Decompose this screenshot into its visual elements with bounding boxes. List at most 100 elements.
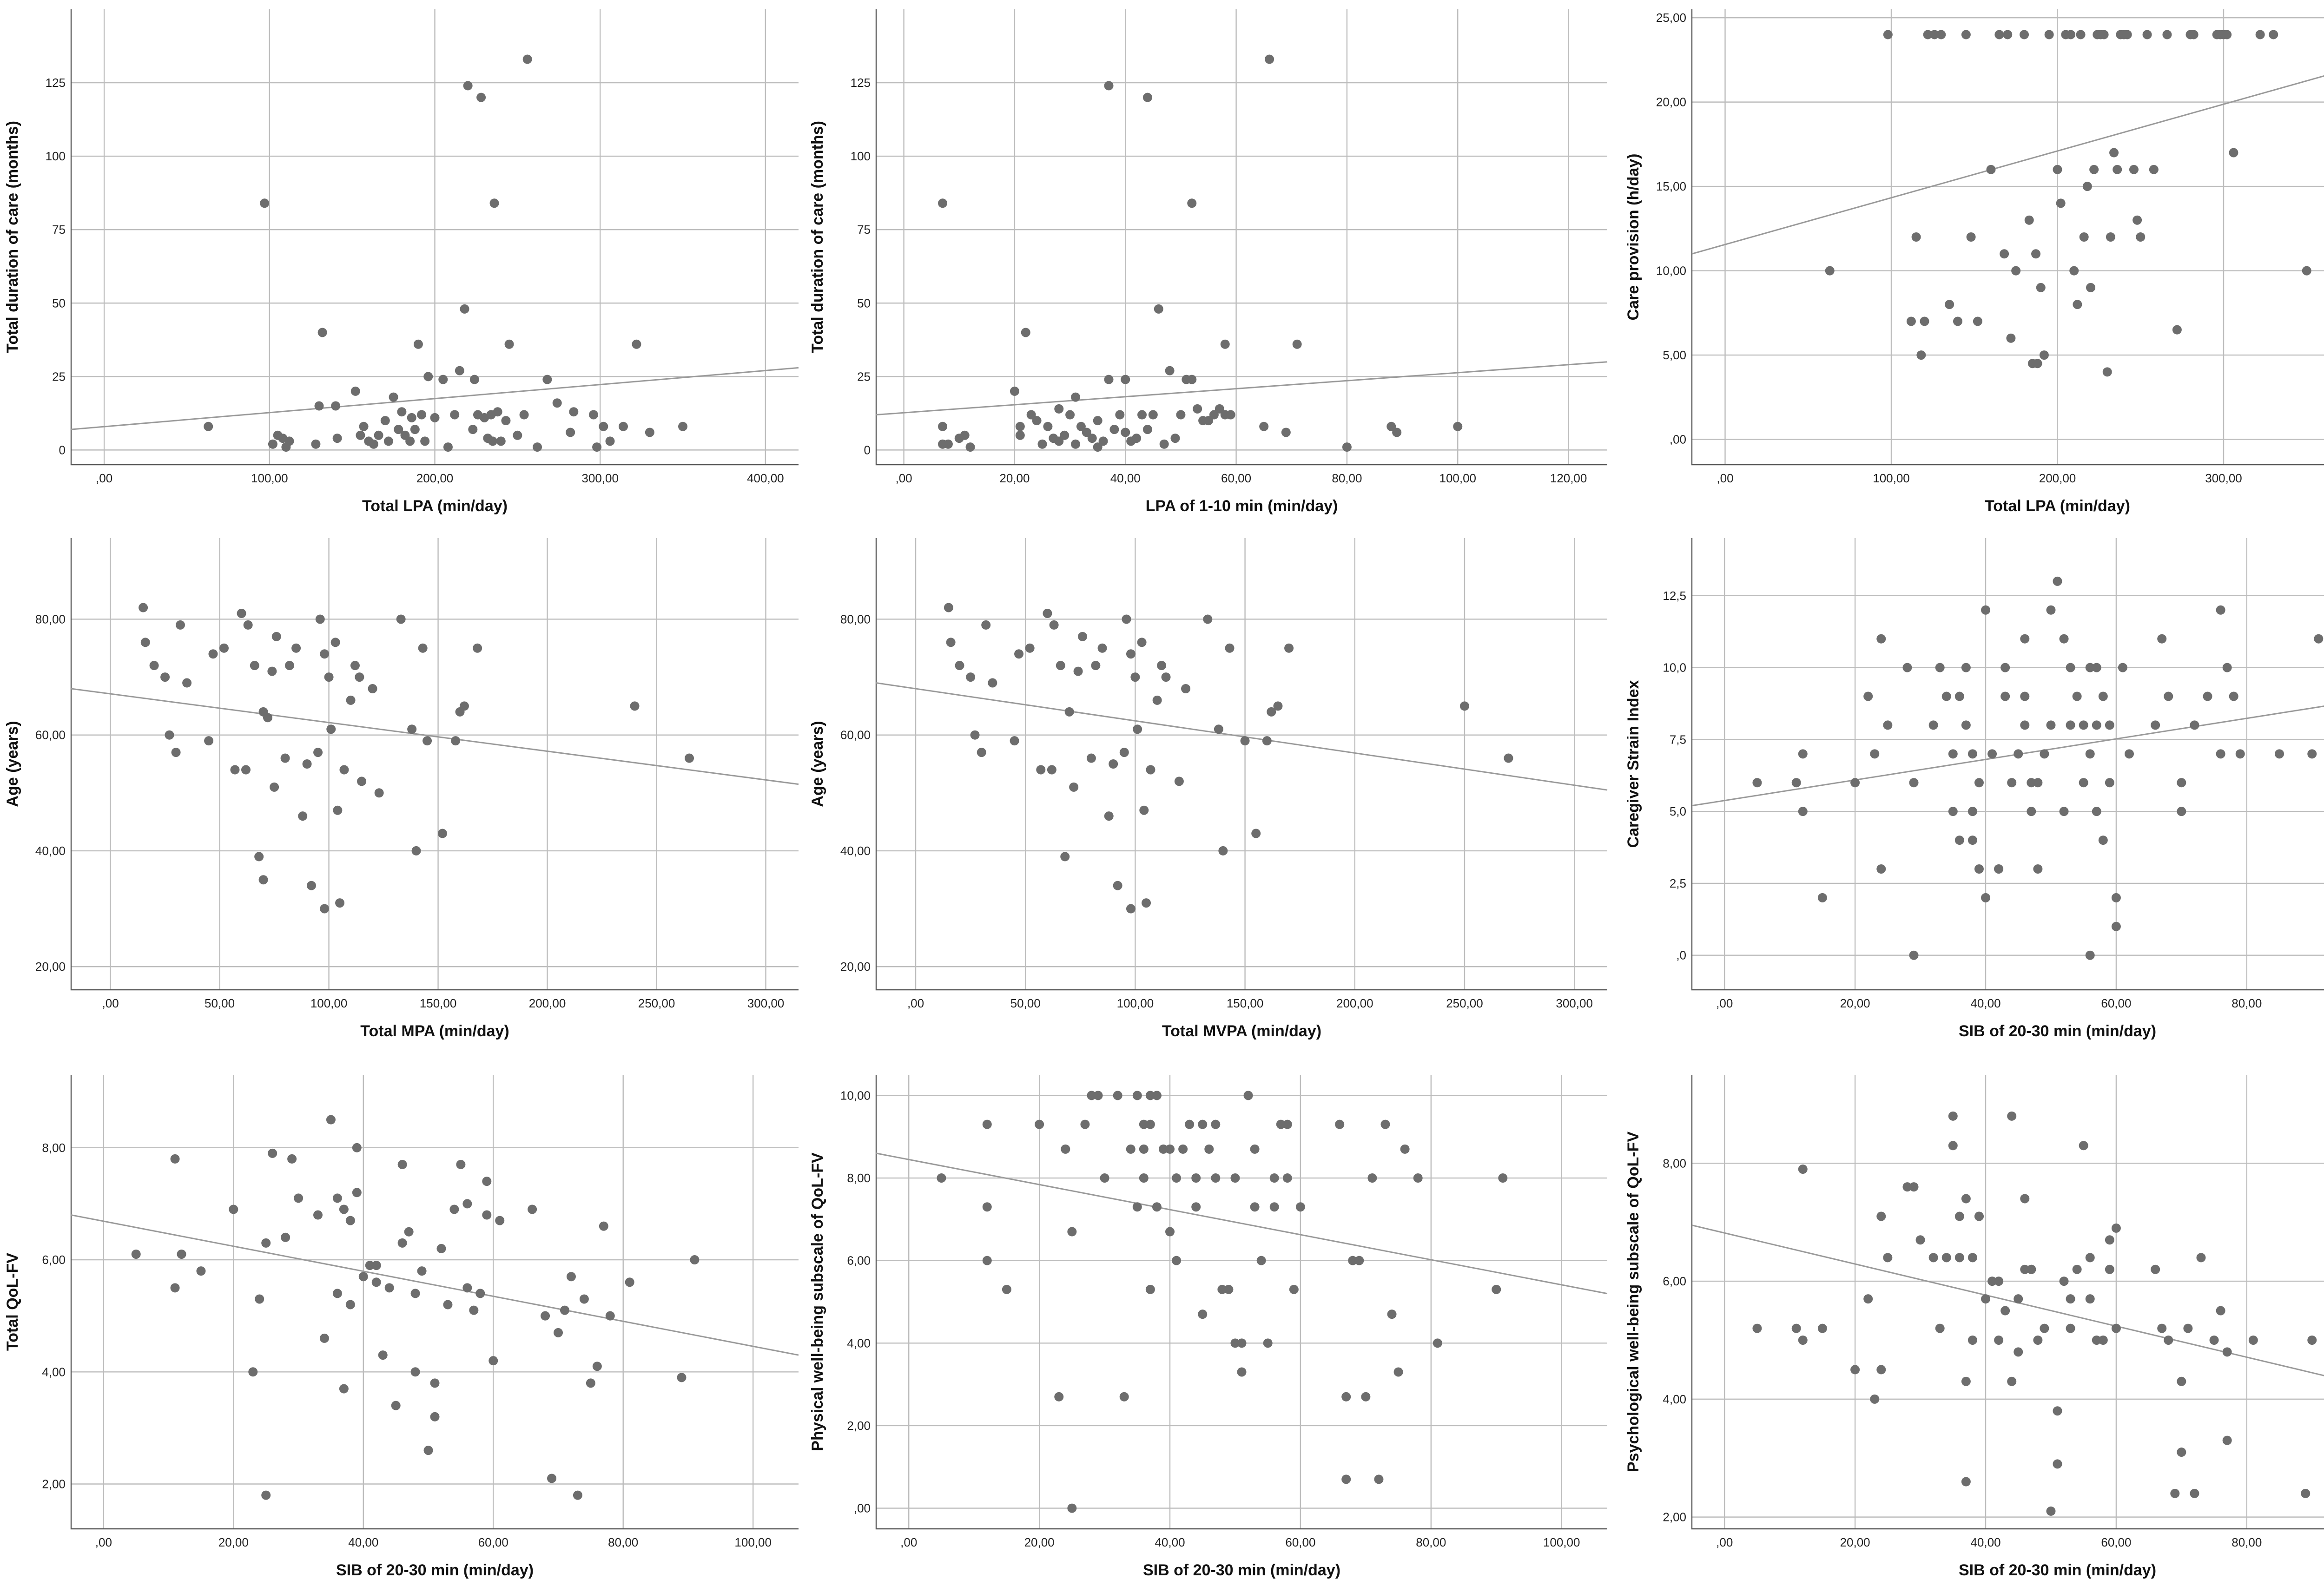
data-point — [1071, 439, 1080, 449]
data-point — [1870, 1394, 1880, 1404]
data-point — [2129, 165, 2139, 174]
x-tick-label: 300,00 — [747, 996, 785, 1010]
data-point — [943, 439, 953, 449]
fit-line — [1691, 75, 2324, 255]
data-point — [1100, 1173, 1109, 1183]
data-point — [2307, 1335, 2317, 1345]
y-tick-label: 50 — [857, 296, 871, 310]
data-point — [1973, 316, 1982, 326]
x-tick-label: 100,00 — [310, 996, 348, 1010]
data-point — [1361, 1392, 1371, 1402]
data-point — [1139, 1144, 1149, 1154]
scatter-panel-7: 2,00 4,00 6,00 8,00 ,00 20,00 40,00 60,00 80,00 1… — [4, 1075, 799, 1579]
data-point — [1021, 328, 1030, 337]
data-point — [2301, 1488, 2311, 1498]
data-point — [1137, 410, 1147, 420]
data-point — [1961, 30, 1971, 39]
data-point — [1791, 778, 1801, 788]
data-point — [1152, 1091, 1162, 1100]
y-tick-label: 60,00 — [35, 728, 66, 742]
data-point — [1967, 1253, 1977, 1263]
data-point — [407, 413, 416, 422]
x-axis-title: Total MVPA (min/day) — [1162, 1022, 1321, 1040]
data-point — [1863, 1294, 1873, 1304]
data-point — [1954, 1253, 1964, 1263]
data-point — [2098, 691, 2108, 701]
data-point — [1178, 1144, 1188, 1154]
x-tick-label: ,00 — [907, 996, 924, 1010]
data-point — [378, 1350, 388, 1360]
data-point — [2190, 1488, 2199, 1498]
data-point — [560, 1305, 569, 1315]
data-point — [261, 1490, 271, 1500]
data-point — [411, 846, 421, 856]
data-point — [1250, 1144, 1260, 1154]
data-point — [346, 695, 356, 705]
data-point — [1817, 1323, 1827, 1333]
data-point — [438, 375, 448, 384]
data-point — [982, 1119, 992, 1129]
data-point — [1211, 1173, 1221, 1183]
data-point — [2003, 30, 2013, 39]
data-point — [391, 1401, 401, 1410]
x-tick-label: 60,00 — [1221, 471, 1251, 485]
y-tick-label: 60,00 — [840, 728, 871, 742]
data-point — [1132, 1202, 1142, 1212]
data-point — [263, 713, 272, 723]
data-point — [2092, 720, 2101, 730]
data-point — [1145, 1119, 1155, 1129]
y-tick-label: 125 — [46, 76, 66, 90]
data-point — [404, 1227, 414, 1237]
data-point — [2113, 165, 2122, 174]
y-axis-title: Total QoL-FV — [4, 1253, 21, 1351]
x-tick-label: 20,00 — [1024, 1535, 1055, 1549]
data-point — [1119, 1392, 1129, 1402]
data-point — [2106, 232, 2115, 242]
data-point — [2066, 1323, 2075, 1333]
data-point — [418, 643, 428, 653]
y-tick-label: 2,00 — [1663, 1510, 1686, 1524]
y-tick-label: 2,00 — [847, 1419, 871, 1433]
data-point — [2109, 148, 2119, 158]
data-point — [1139, 1119, 1149, 1129]
data-point — [1152, 1202, 1162, 1212]
data-point — [1237, 1367, 1247, 1377]
data-point — [1113, 881, 1122, 890]
data-point — [1224, 1284, 1234, 1294]
y-tick-label: 25 — [52, 369, 66, 383]
y-tick-label: 100 — [851, 149, 871, 163]
y-tick-label: 8,00 — [1663, 1156, 1686, 1170]
data-point — [1015, 421, 1025, 431]
x-axis-title: Total LPA (min/day) — [362, 497, 508, 515]
x-tick-label: ,00 — [1716, 996, 1733, 1010]
x-axis-title: SIB of 20-30 min (min/day) — [1959, 1022, 2156, 1040]
data-point — [2079, 720, 2088, 730]
x-tick-label: 250,00 — [638, 996, 675, 1010]
data-point — [1259, 421, 1269, 431]
data-point — [417, 1266, 427, 1276]
data-point — [1087, 1091, 1096, 1100]
data-point — [1087, 434, 1097, 443]
data-point — [1065, 410, 1075, 420]
data-point — [1267, 707, 1276, 717]
data-point — [2222, 1347, 2232, 1357]
data-point — [2079, 1141, 2088, 1151]
data-point — [1883, 30, 1893, 39]
data-point — [410, 1289, 420, 1298]
data-point — [1986, 165, 1996, 174]
data-point — [1211, 1119, 1221, 1129]
data-point — [599, 421, 608, 431]
data-point — [1289, 1284, 1299, 1294]
data-point — [1967, 807, 1977, 816]
data-point — [1165, 1227, 1175, 1237]
data-point — [2105, 720, 2114, 730]
data-point — [357, 777, 367, 786]
data-point — [2027, 1264, 2036, 1274]
data-point — [1097, 643, 1107, 653]
y-tick-label: 40,00 — [35, 844, 66, 858]
data-point — [522, 54, 532, 64]
x-tick-label: 60,00 — [478, 1535, 508, 1549]
data-point — [345, 1216, 355, 1225]
data-point — [2044, 30, 2054, 39]
y-tick-label: 6,00 — [42, 1253, 66, 1267]
